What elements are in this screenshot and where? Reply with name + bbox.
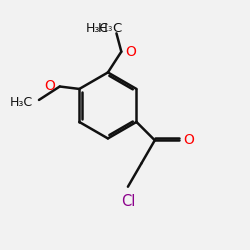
Text: C: C [112, 22, 121, 36]
Text: O: O [44, 80, 55, 94]
Text: Cl: Cl [121, 194, 135, 208]
Text: H₃C: H₃C [10, 96, 33, 109]
Text: O: O [184, 133, 194, 147]
Text: O: O [126, 45, 136, 59]
Text: $_3$: $_3$ [108, 24, 113, 34]
Text: H₃C: H₃C [86, 22, 109, 36]
Text: H: H [98, 22, 108, 36]
